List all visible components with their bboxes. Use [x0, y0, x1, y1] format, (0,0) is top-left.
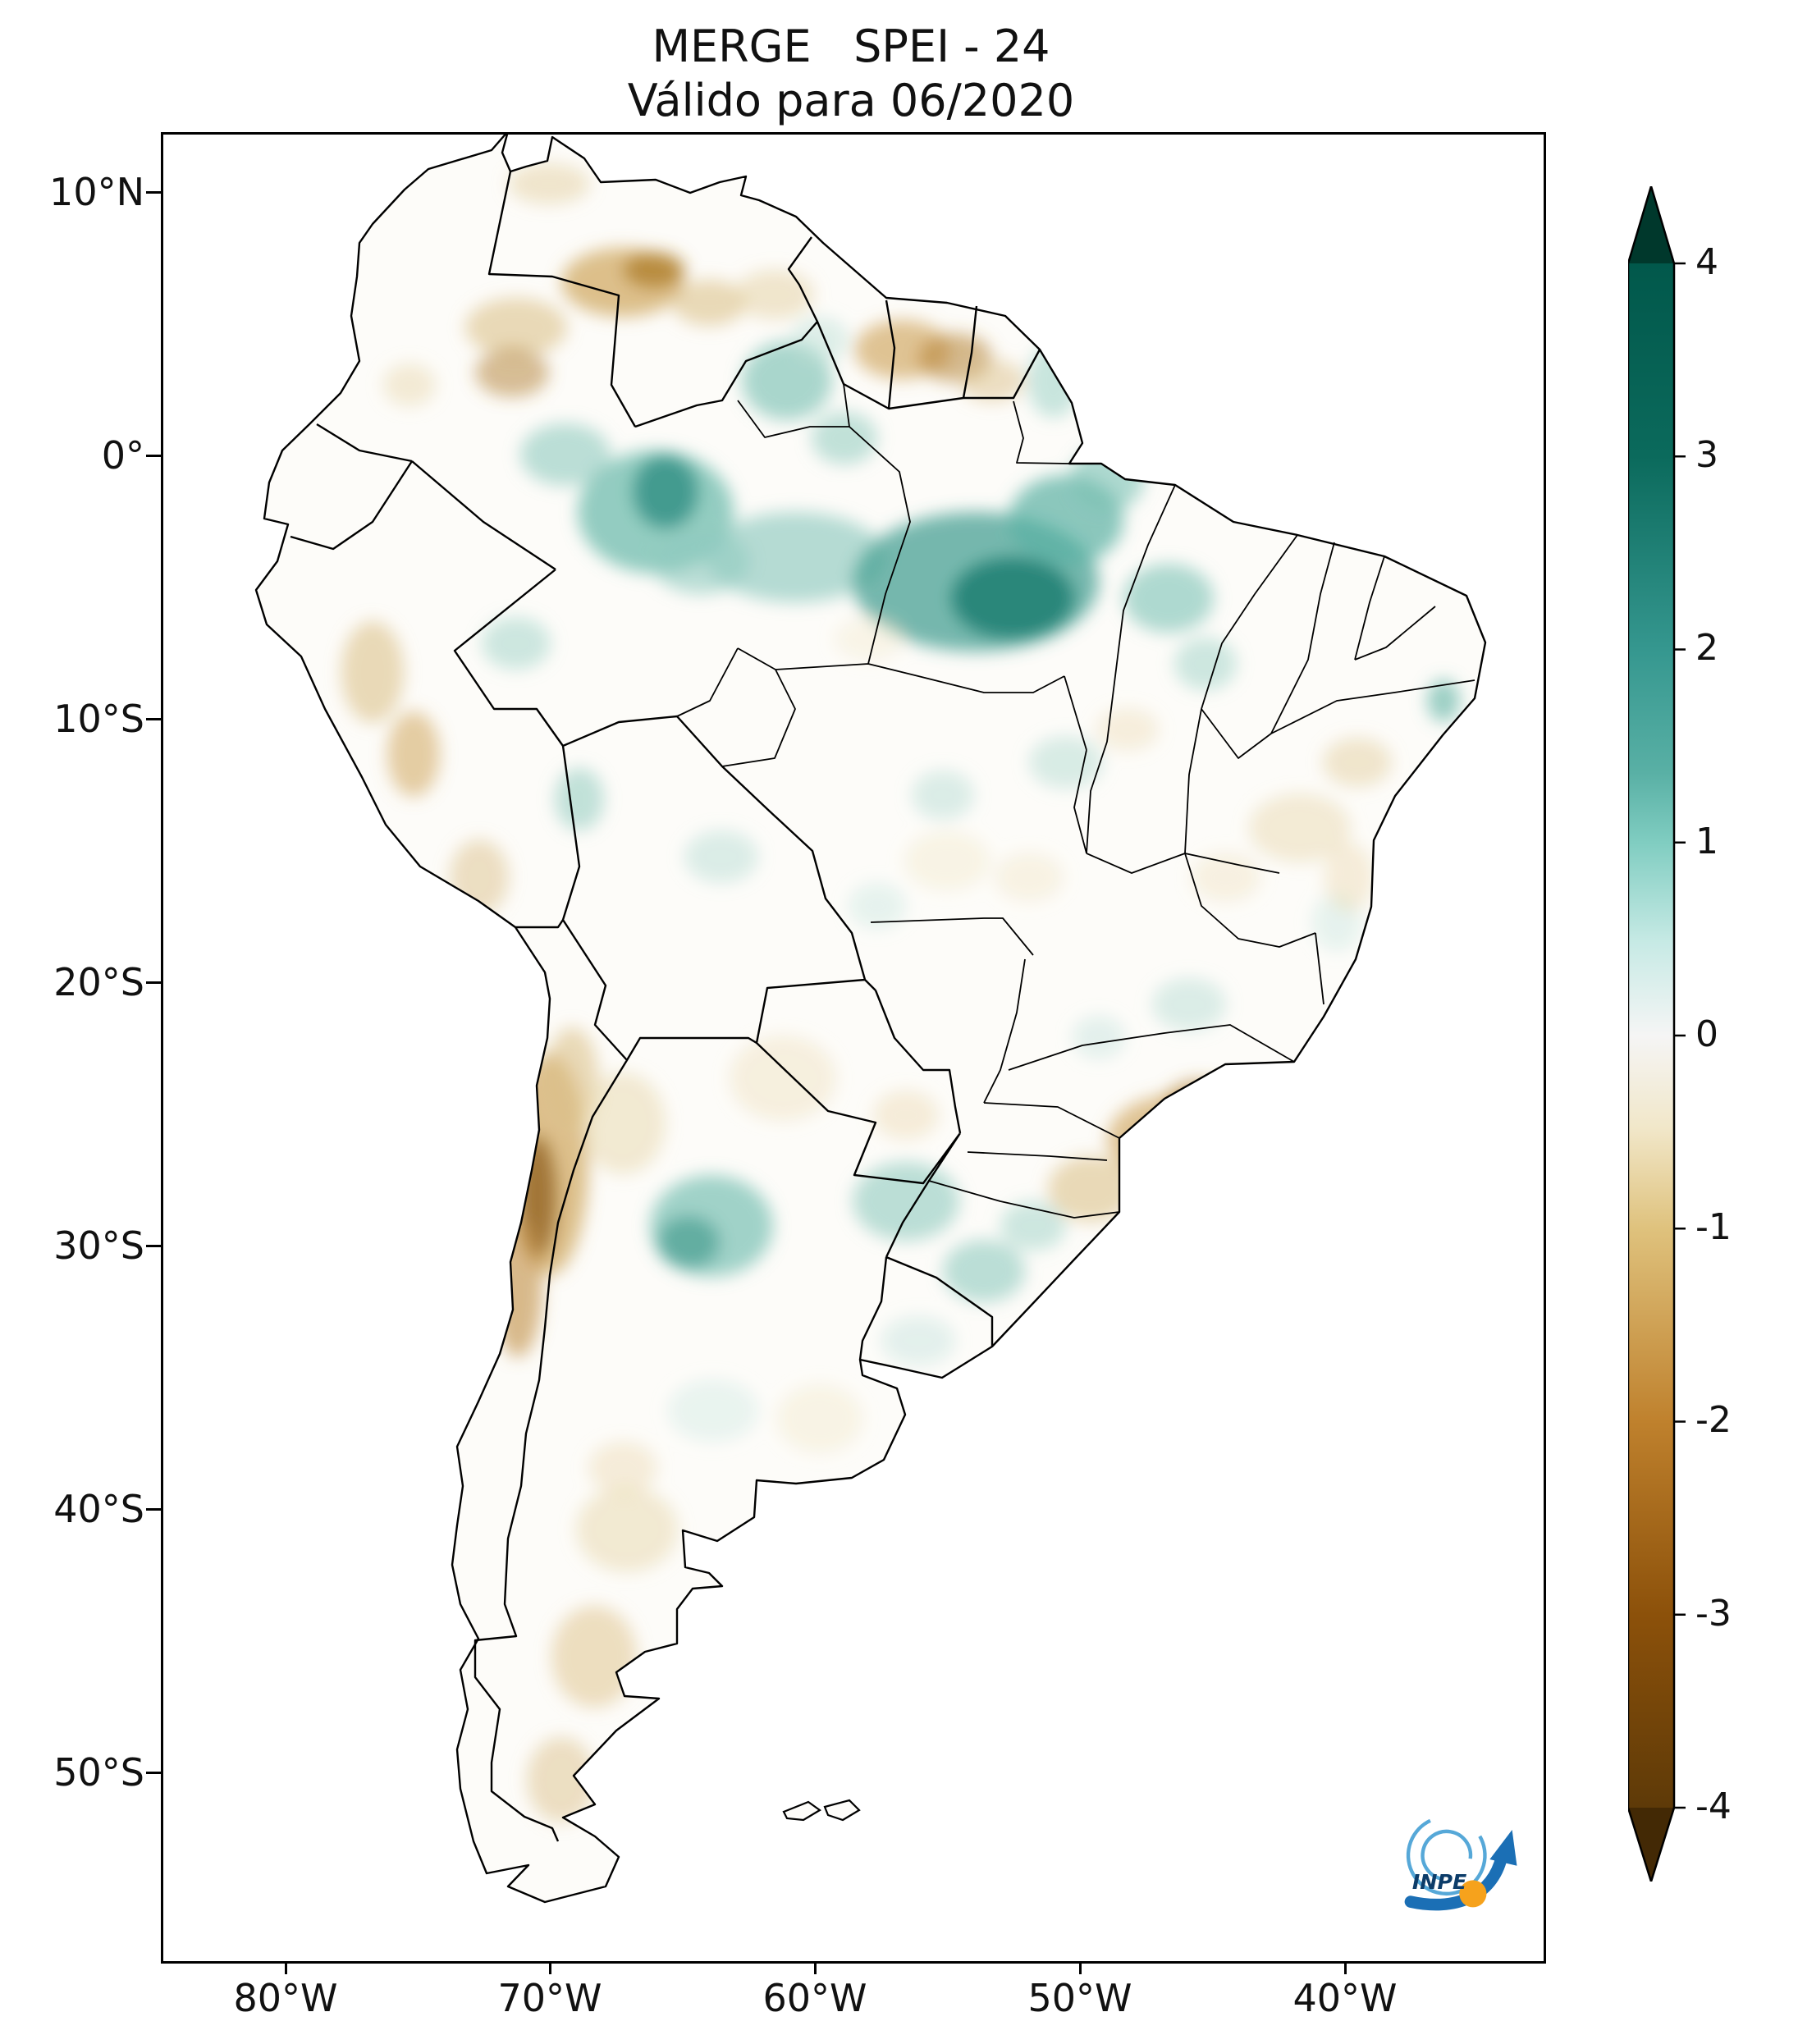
- colorbar-tick-label: 3: [1695, 434, 1718, 476]
- falkland-islands: [782, 1799, 861, 1822]
- logo-orange-ball: [1459, 1880, 1487, 1908]
- colorbar-tick-label: 1: [1695, 821, 1718, 862]
- y-tick-label: 10°N: [49, 170, 144, 214]
- colorbar-tick-label: 4: [1695, 241, 1718, 283]
- y-tick-mark: [146, 191, 161, 194]
- inpe-logo: INPE: [1404, 1815, 1517, 1911]
- y-tick-label: 50°S: [53, 1750, 144, 1795]
- y-tick-label: 10°S: [53, 697, 144, 741]
- y-tick-label: 40°S: [53, 1487, 144, 1531]
- x-tick-label: 60°W: [762, 1976, 867, 2020]
- y-tick-mark: [146, 1245, 161, 1247]
- y-tick-mark: [146, 1508, 161, 1511]
- colorbar-tick-label: 0: [1695, 1013, 1718, 1055]
- state-borders: [676, 383, 1475, 1219]
- x-tick-mark: [285, 1961, 287, 1974]
- spei-raster-layer: [341, 163, 1460, 1822]
- south-america-map: [254, 135, 1487, 1904]
- chart-subtitle: Válido para 06/2020: [627, 75, 1075, 126]
- x-tick-label: 80°W: [233, 1976, 338, 2020]
- map-plot-area: [161, 132, 1546, 1964]
- colorbar-tick-label: -1: [1695, 1206, 1732, 1248]
- logo-text: INPE: [1412, 1870, 1466, 1894]
- y-tick-label: 0°: [101, 433, 144, 478]
- y-tick-label: 20°S: [53, 960, 144, 1004]
- x-tick-label: 70°W: [497, 1976, 602, 2020]
- colorbar-tick-label: -2: [1695, 1399, 1732, 1441]
- coastline: [254, 135, 1487, 1904]
- y-tick-mark: [146, 981, 161, 984]
- country-borders: [290, 171, 1041, 1842]
- x-tick-mark: [1079, 1961, 1082, 1974]
- chart-title: MERGE SPEI - 24: [652, 21, 1050, 72]
- x-tick-mark: [1344, 1961, 1347, 1974]
- y-tick-label: 30°S: [53, 1223, 144, 1268]
- colorbar-extend-min: [1628, 1808, 1674, 1882]
- x-tick-mark: [549, 1961, 551, 1974]
- colorbar: [1628, 186, 1686, 1882]
- colorbar-tick-marks: [1674, 262, 1686, 1809]
- colorbar-gradient: [1628, 263, 1674, 1808]
- colorbar-tick-label: -3: [1695, 1593, 1732, 1635]
- logo-arrowhead: [1489, 1829, 1517, 1866]
- colorbar-tick-label: -4: [1695, 1786, 1732, 1827]
- y-tick-mark: [146, 1772, 161, 1774]
- x-tick-mark: [814, 1961, 817, 1974]
- x-tick-label: 50°W: [1027, 1976, 1132, 2020]
- x-tick-label: 40°W: [1292, 1976, 1398, 2020]
- colorbar-extend-max: [1628, 186, 1674, 263]
- y-tick-mark: [146, 718, 161, 720]
- y-tick-mark: [146, 455, 161, 457]
- colorbar-tick-label: 2: [1695, 627, 1718, 669]
